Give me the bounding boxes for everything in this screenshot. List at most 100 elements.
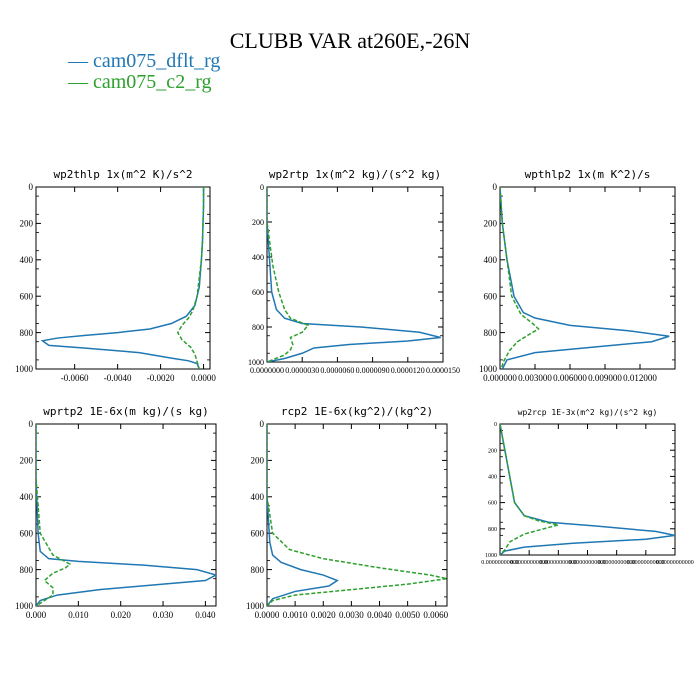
y-tick-label: 400	[488, 475, 497, 481]
y-tick-label: 1000	[15, 364, 34, 374]
y-tick-label: 200	[488, 448, 497, 454]
series-line-c2	[500, 424, 559, 555]
series-line-dflt	[500, 424, 675, 555]
y-tick-label: 400	[20, 255, 34, 265]
x-tick-label: 0.0000090	[356, 366, 390, 375]
x-tick-label: 0.020	[111, 610, 132, 620]
chart-panel-1: wp2thlp 1x(m^2 K)/s^2 0 200 400 600 800 1000 -0…	[15, 168, 216, 383]
series-line-dflt	[40, 187, 205, 369]
x-tick-label: 0.00000000000	[569, 560, 607, 566]
chart-panel-5: rcp2 1E-6x(kg^2)/(kg^2) 0 200 400 600 800 1000…	[246, 405, 449, 620]
plot-frame	[499, 186, 676, 370]
x-tick-label: 0.00000000000	[598, 560, 636, 566]
plot-frame	[266, 423, 448, 607]
x-tick-label: 0.0010	[283, 610, 308, 620]
chart-title-4: wprtp2 1E-6x(m kg)/(s kg)	[43, 405, 209, 418]
x-tick-label: 0.0000	[255, 610, 280, 620]
x-tick-label: 0.012000	[623, 373, 657, 383]
legend-entry-c2: — cam075_c2_rg	[68, 71, 212, 94]
chart-title-6: wp2rcp 1E-3x(m^2 kg)/(s^2 kg)	[518, 408, 658, 417]
chart-title-5: rcp2 1E-6x(kg^2)/(kg^2)	[281, 405, 433, 418]
y-tick-label: 600	[252, 288, 264, 297]
x-tick-label: 0.0000030	[285, 366, 319, 375]
y-tick-label: 200	[252, 218, 264, 227]
plot-frame	[266, 186, 444, 363]
y-tick-label: 400	[252, 253, 264, 262]
y-tick-label: 0	[29, 419, 34, 429]
series-line-c2	[267, 187, 310, 362]
chart-panel-4: wprtp2 1E-6x(m kg)/(s kg) 0 200 400 600 800 10…	[15, 405, 217, 620]
y-tick-label: 600	[20, 291, 34, 301]
chart-panel-6: wp2rcp 1E-3x(m^2 kg)/(s^2 kg) 0 200 400 600 8…	[481, 408, 694, 566]
legend-entry-dflt: — cam075_dflt_rg	[68, 50, 220, 73]
y-tick-label: 800	[20, 328, 34, 338]
y-tick-label: 200	[20, 456, 34, 466]
y-tick-label: 600	[484, 291, 498, 301]
x-tick-label: 0.0000060	[320, 366, 354, 375]
series-line-dflt	[500, 187, 670, 369]
x-tick-label: -0.0020	[147, 373, 175, 383]
y-tick-label: 0	[260, 419, 265, 429]
y-tick-label: 1000	[479, 364, 498, 374]
plot-frame	[499, 423, 676, 556]
chart-title-3: wpthlp2 1x(m K^2)/s	[525, 168, 651, 181]
y-tick-label: 0	[260, 183, 264, 192]
y-tick-label: 200	[251, 456, 265, 466]
x-tick-label: 0.0060	[423, 610, 448, 620]
x-tick-label: 0.0000150	[426, 366, 460, 375]
series-line-dflt	[267, 187, 441, 362]
x-tick-label: 0.009000	[588, 373, 622, 383]
series-line-c2	[176, 187, 205, 369]
series-line-c2	[500, 187, 540, 369]
x-tick-label: 0.003000	[518, 373, 552, 383]
x-tick-label: 0.000000	[483, 373, 517, 383]
series-line-c2	[36, 424, 72, 606]
legend-label-c2: — cam075_c2_rg	[68, 71, 212, 93]
x-tick-label: 0.00000000000	[481, 560, 519, 566]
legend-label-dflt: — cam075_dflt_rg	[68, 50, 221, 72]
x-tick-label: 0.00000000000	[540, 560, 578, 566]
x-tick-label: 0.0000	[191, 373, 216, 383]
x-tick-label: 0.006000	[553, 373, 587, 383]
y-tick-label: 1000	[15, 601, 34, 611]
x-tick-label: -0.0040	[104, 373, 132, 383]
y-tick-label: 1000	[485, 553, 497, 559]
x-tick-label: 0.030	[153, 610, 174, 620]
series-line-c2	[267, 424, 447, 606]
y-tick-label: 200	[484, 219, 498, 229]
y-tick-label: 0	[494, 422, 497, 428]
chart-panel-2: wp2rtp 1x(m^2 kg)/(s^2 kg) 0 200 400 600 800 1…	[248, 168, 460, 375]
y-tick-label: 800	[20, 565, 34, 575]
x-tick-label: 0.0050	[395, 610, 420, 620]
y-tick-label: 200	[20, 219, 34, 229]
y-tick-label: 800	[252, 323, 264, 332]
x-tick-label: 0.00000000000	[656, 560, 694, 566]
y-tick-label: 800	[484, 328, 498, 338]
y-tick-label: 1000	[246, 601, 265, 611]
x-tick-label: 0.0030	[339, 610, 364, 620]
x-tick-label: 0.0040	[367, 610, 392, 620]
x-tick-label: 0.00000000000	[627, 560, 665, 566]
y-tick-label: 400	[20, 492, 34, 502]
plot-frame	[35, 423, 217, 607]
y-tick-label: 0	[493, 182, 498, 192]
y-tick-label: 600	[488, 501, 497, 507]
x-tick-label: -0.0060	[61, 373, 89, 383]
x-tick-label: 0.0000000	[250, 366, 284, 375]
y-tick-label: 400	[251, 492, 265, 502]
series-line-dflt	[267, 424, 339, 606]
x-tick-label: 0.00000000000	[510, 560, 548, 566]
chart-title-2: wp2rtp 1x(m^2 kg)/(s^2 kg)	[269, 168, 441, 181]
x-tick-label: 0.040	[195, 610, 216, 620]
figure-title: CLUBB VAR at260E,-26N	[229, 28, 471, 53]
y-tick-label: 800	[251, 565, 265, 575]
x-tick-label: 0.000	[26, 610, 47, 620]
y-tick-label: 0	[29, 182, 34, 192]
x-tick-label: 0.010	[68, 610, 89, 620]
y-tick-label: 600	[251, 528, 265, 538]
series-line-dflt	[36, 424, 216, 606]
y-tick-label: 800	[488, 527, 497, 533]
chart-title-1: wp2thlp 1x(m^2 K)/s^2	[53, 168, 192, 181]
x-tick-label: 0.0020	[311, 610, 336, 620]
